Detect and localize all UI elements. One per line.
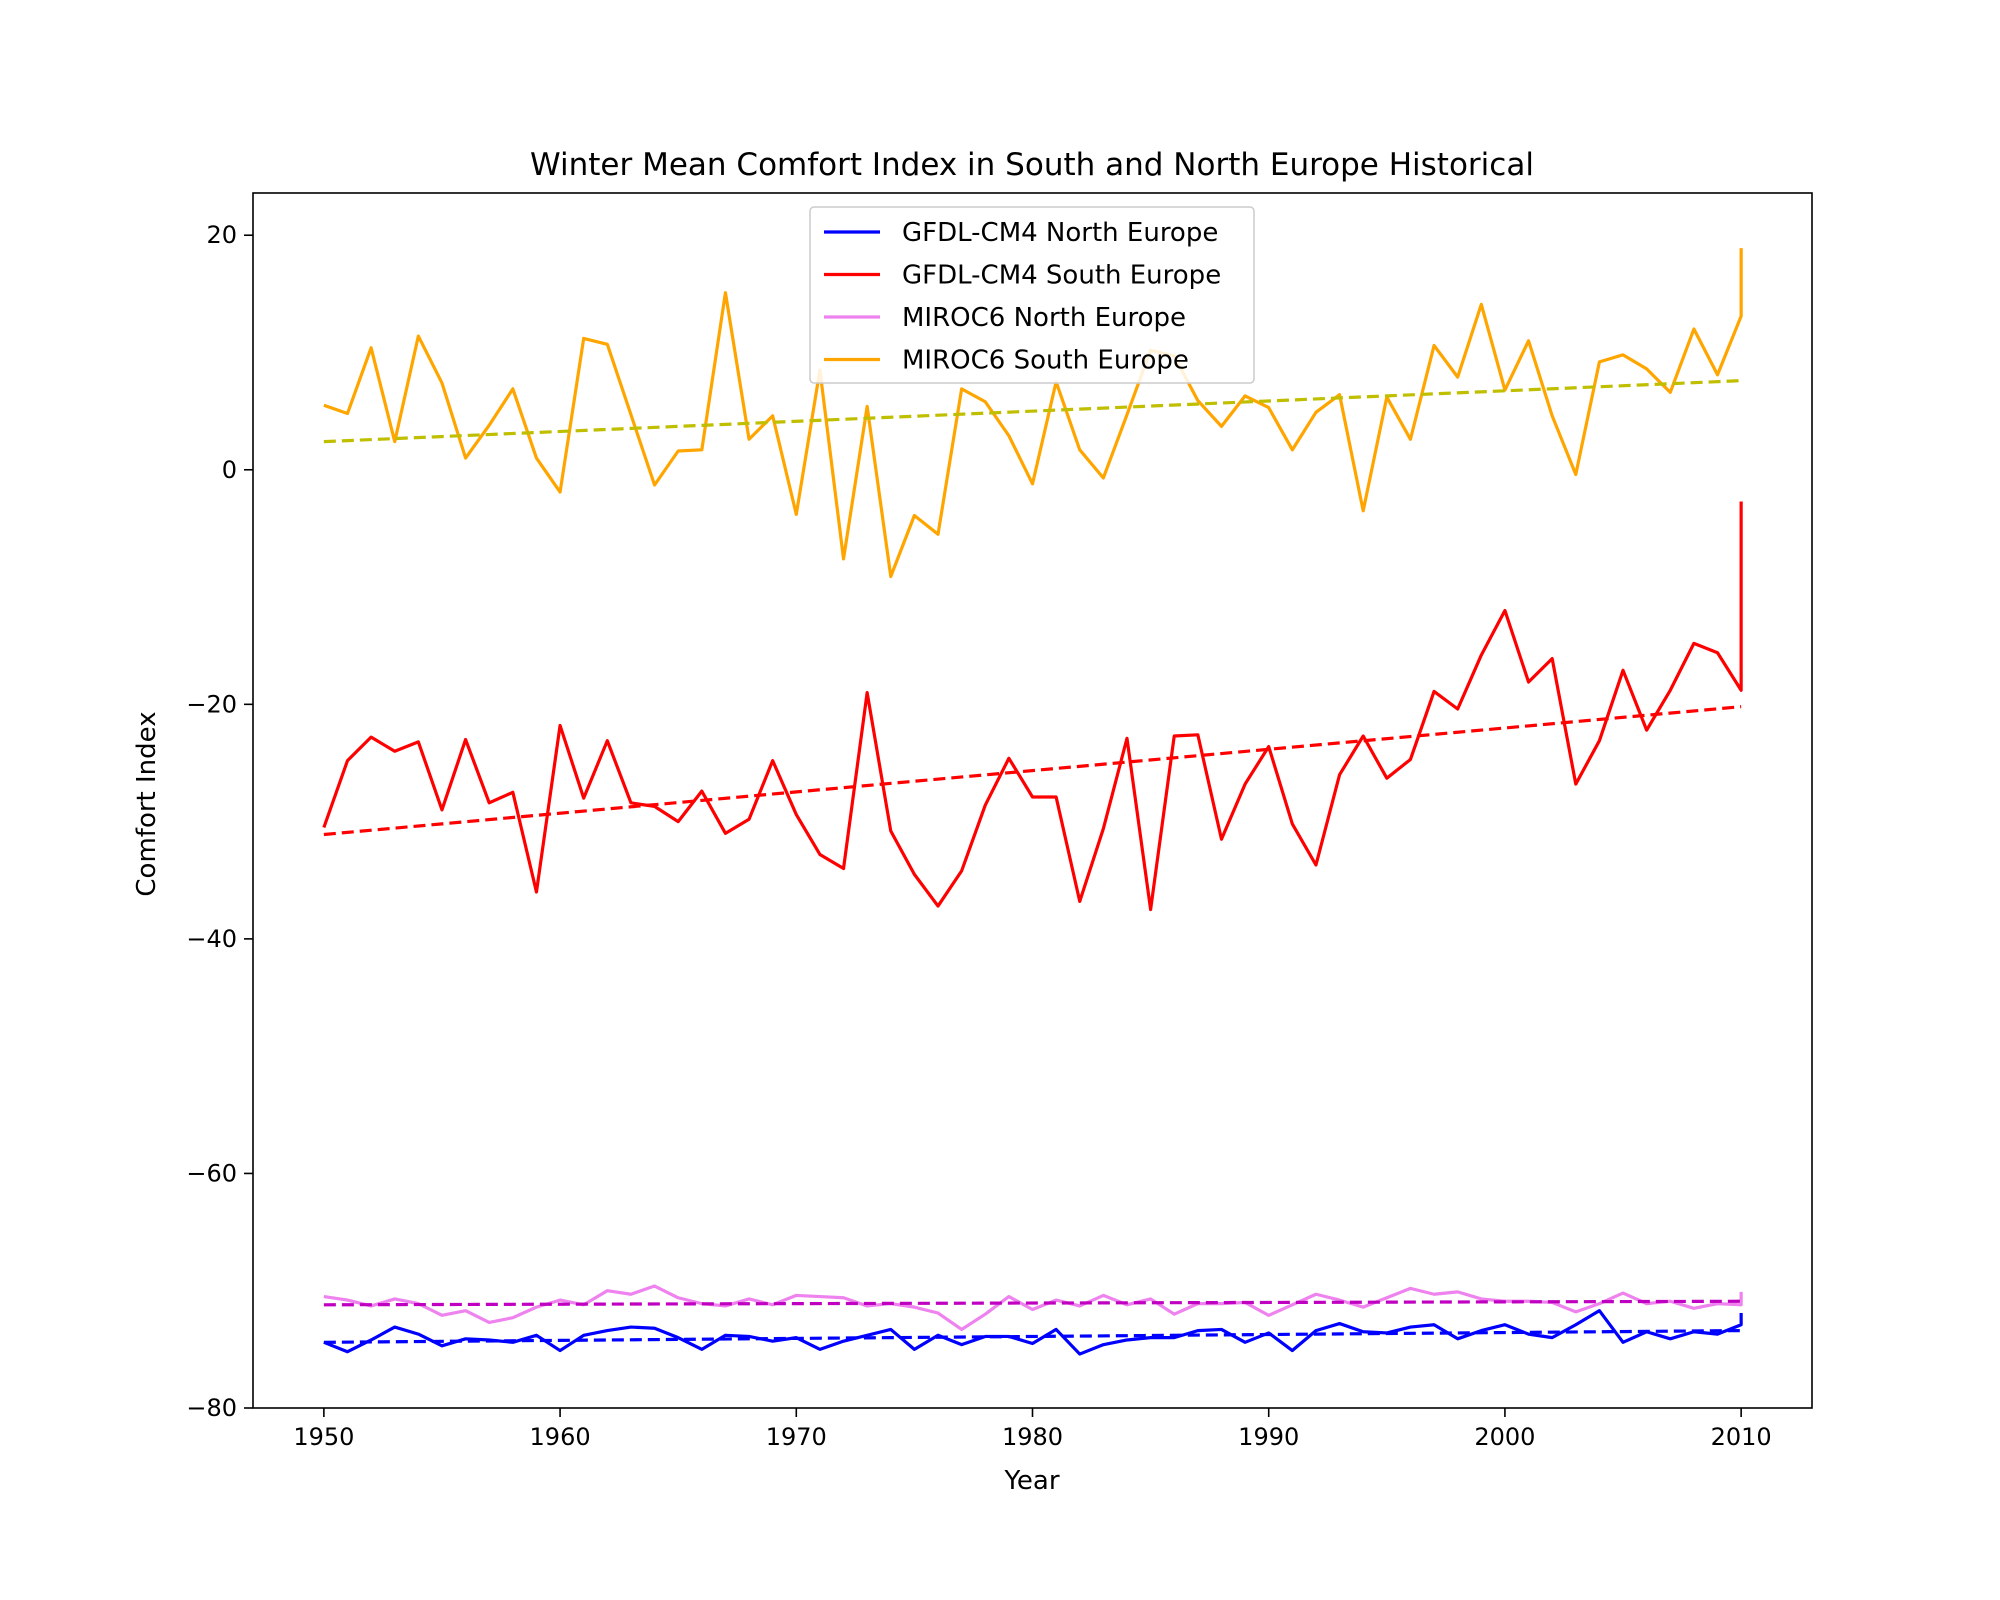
y-tick-label: 20 [206,221,237,249]
legend-box [809,206,1255,384]
legend-items: GFDL-CM4 North Europe GFDL-CM4 South Euro… [824,218,1221,376]
x-tick-label: 1990 [1238,1423,1299,1451]
legend-label-miroc6-south-europe: MIROC6 South Europe [902,346,1189,376]
chart-title: Winter Mean Comfort Index in South and N… [530,147,1534,183]
series-line-gfdl-cm4-south-europe [322,501,1743,912]
x-tick-label: 1980 [1002,1423,1063,1451]
y-tick-label: 0 [222,456,237,484]
y-tick-label: −80 [186,1394,237,1422]
x-tick-label: 1950 [293,1423,354,1451]
y-axis-ticks: 20 0 −20 −40 −60 −80 [186,221,253,1422]
legend-label-gfdl-cm4-south-europe: GFDL-CM4 South Europe [902,261,1221,291]
trend-line-gfdl-cm4-north-europe [323,1328,1742,1344]
x-axis-label: Year [1003,1466,1059,1496]
legend-label-gfdl-cm4-north-europe: GFDL-CM4 North Europe [902,218,1218,248]
y-axis-label: Comfort Index [132,711,162,896]
trend-line-miroc6-south-europe [323,379,1742,444]
plot-area: 1950 1960 1970 1980 1990 2000 2010 20 0 −20 −40 −6… [186,192,1813,1451]
series-layer [322,248,1743,1356]
x-tick-label: 2000 [1474,1423,1535,1451]
trend-line-miroc6-north-europe [323,1299,1742,1307]
trend-layer [323,379,1742,1344]
x-tick-label: 2010 [1711,1423,1772,1451]
x-tick-label: 1970 [766,1423,827,1451]
legend-label-miroc6-north-europe: MIROC6 North Europe [902,303,1186,333]
series-line-miroc6-south-europe [323,248,1743,579]
x-axis-ticks: 1950 1960 1970 1980 1990 2000 2010 [293,1408,1772,1451]
y-tick-label: −60 [186,1159,237,1187]
y-tick-label: −20 [186,690,237,718]
y-tick-label: −40 [186,925,237,953]
x-tick-label: 1960 [530,1423,591,1451]
trend-line-gfdl-cm4-south-europe [323,705,1742,837]
legend: GFDL-CM4 North Europe GFDL-CM4 South Euro… [809,206,1255,384]
series-line-miroc6-north-europe [323,1284,1743,1332]
